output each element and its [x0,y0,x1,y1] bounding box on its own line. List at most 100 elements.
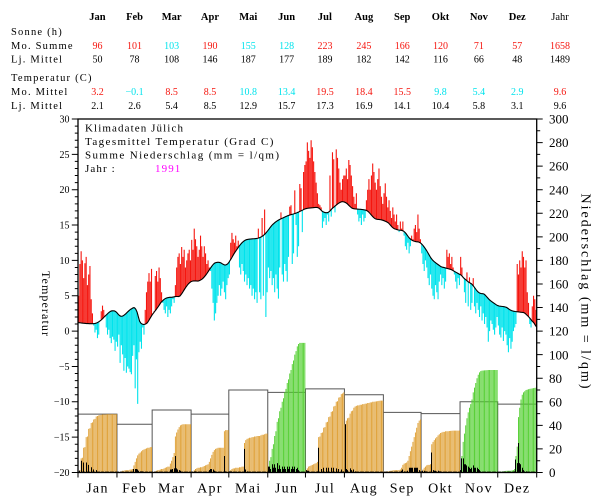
svg-text:177: 177 [279,55,294,66]
svg-text:5: 5 [65,291,70,302]
svg-text:160: 160 [549,277,569,292]
svg-text:Mar: Mar [162,12,182,23]
svg-text:12.9: 12.9 [240,101,258,112]
svg-text:Sep: Sep [394,12,411,23]
svg-text:57: 57 [512,41,522,52]
svg-text:18.4: 18.4 [355,87,373,98]
svg-text:Jahr: Jahr [551,12,569,23]
svg-text:Niederschlag (mm = l/qm): Niederschlag (mm = l/qm) [578,193,593,390]
svg-text:245: 245 [356,41,371,52]
svg-text:9.6: 9.6 [554,101,567,112]
svg-text:10: 10 [60,256,70,267]
svg-text:2.9: 2.9 [511,87,524,98]
svg-text:Apr: Apr [201,12,219,23]
svg-text:190: 190 [202,41,217,52]
svg-text:−0.1: −0.1 [125,87,143,98]
svg-text:17.3: 17.3 [316,101,334,112]
svg-text:Feb: Feb [126,12,143,23]
svg-text:1489: 1489 [550,55,570,66]
svg-text:30: 30 [60,114,70,125]
svg-text:8.5: 8.5 [165,87,178,98]
svg-text:116: 116 [433,55,448,66]
svg-text:15.5: 15.5 [393,87,411,98]
svg-text:155: 155 [241,41,256,52]
svg-text:Summe Niederschlag (mm = l/qm): Summe Niederschlag (mm = l/qm) [85,150,280,162]
svg-text:13.4: 13.4 [278,87,296,98]
svg-text:15.7: 15.7 [278,101,296,112]
svg-text:101: 101 [127,41,142,52]
svg-text:220: 220 [549,206,569,221]
svg-text:Jul: Jul [318,12,332,23]
svg-text:−20: −20 [54,468,70,479]
svg-text:142: 142 [395,55,410,66]
svg-text:Jahr :: Jahr : [85,163,116,175]
svg-text:120: 120 [433,41,448,52]
svg-text:Mai: Mai [235,482,261,497]
svg-text:Mo. Mittel: Mo. Mittel [11,87,69,98]
svg-text:Jun: Jun [275,482,298,497]
svg-text:280: 280 [549,135,569,150]
svg-text:Dez: Dez [509,12,526,23]
svg-text:0: 0 [65,327,70,338]
svg-text:80: 80 [549,371,562,386]
svg-text:Jun: Jun [278,12,295,23]
svg-text:Jan: Jan [86,482,109,497]
svg-text:120: 120 [549,324,569,339]
svg-text:223: 223 [317,41,332,52]
svg-text:300: 300 [549,112,569,127]
svg-text:10.4: 10.4 [432,101,450,112]
svg-text:2.6: 2.6 [128,101,141,112]
svg-text:50: 50 [92,55,102,66]
svg-text:Sep: Sep [390,482,415,497]
svg-text:20: 20 [60,185,70,196]
svg-text:Lj. Mittel: Lj. Mittel [11,101,63,112]
svg-text:Jan: Jan [89,12,106,23]
svg-text:48: 48 [512,55,522,66]
svg-text:−10: −10 [54,397,70,408]
svg-text:19.5: 19.5 [316,87,334,98]
svg-text:8.5: 8.5 [204,101,217,112]
svg-text:9.6: 9.6 [554,87,567,98]
svg-text:0: 0 [549,465,556,480]
svg-text:25: 25 [60,150,70,161]
svg-text:Aug: Aug [355,12,374,23]
svg-text:Okt: Okt [432,12,450,23]
svg-text:−15: −15 [54,433,70,444]
svg-text:180: 180 [549,253,569,268]
svg-text:Sonne (h): Sonne (h) [11,27,63,38]
svg-text:108: 108 [164,55,179,66]
svg-text:5.4: 5.4 [165,101,178,112]
svg-text:Apr: Apr [197,482,223,497]
svg-text:Mar: Mar [158,482,185,497]
svg-text:16.9: 16.9 [355,101,373,112]
svg-text:Klimadaten Jülich: Klimadaten Jülich [85,123,184,135]
svg-text:1658: 1658 [550,41,570,52]
svg-text:−5: −5 [59,362,70,373]
svg-text:15: 15 [60,220,70,231]
svg-text:140: 140 [549,300,569,315]
svg-text:96: 96 [92,41,102,52]
svg-text:Jul: Jul [315,482,335,497]
svg-text:260: 260 [549,159,569,174]
svg-text:78: 78 [130,55,140,66]
svg-text:40: 40 [549,418,562,433]
svg-text:240: 240 [549,182,569,197]
svg-text:Nov: Nov [470,12,489,23]
svg-text:100: 100 [549,347,569,362]
svg-text:1991: 1991 [155,163,181,175]
svg-text:3.2: 3.2 [91,87,104,98]
svg-text:Temperatur: Temperatur [39,271,53,337]
svg-text:Lj. Mittel: Lj. Mittel [11,55,63,66]
svg-text:2.1: 2.1 [91,101,104,112]
svg-text:14.1: 14.1 [393,101,411,112]
svg-text:Temperatur (C): Temperatur (C) [11,73,93,84]
svg-text:189: 189 [317,55,332,66]
svg-text:187: 187 [241,55,256,66]
svg-text:8.5: 8.5 [204,87,217,98]
svg-text:5.4: 5.4 [473,87,486,98]
svg-text:9.8: 9.8 [434,87,447,98]
svg-text:200: 200 [549,229,569,244]
svg-text:Mai: Mai [239,12,257,23]
svg-text:103: 103 [164,41,179,52]
svg-text:3.1: 3.1 [511,101,524,112]
